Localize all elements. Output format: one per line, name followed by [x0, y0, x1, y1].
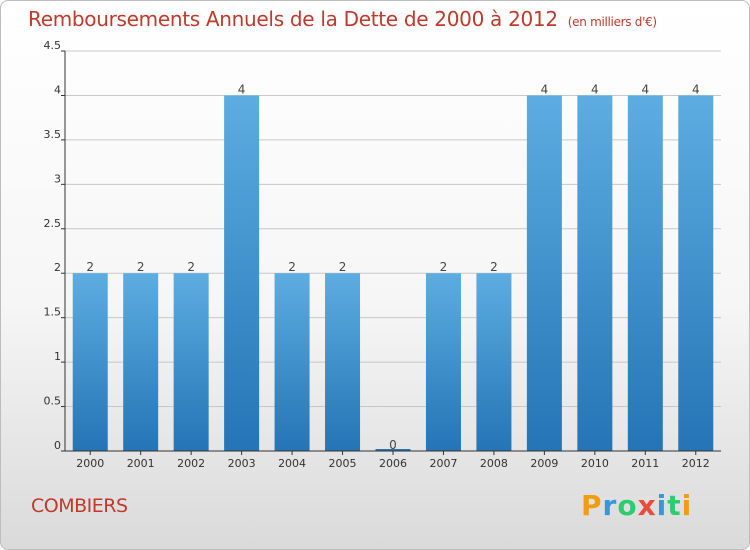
bar-2005 [325, 273, 361, 451]
x-tick-label: 2007 [429, 457, 457, 470]
bar-2002 [173, 273, 209, 451]
logo-letter: o [617, 489, 638, 522]
bar-2007 [425, 273, 461, 451]
logo-letter: t [667, 489, 682, 522]
bar-2011 [627, 95, 663, 451]
bar-2009 [526, 95, 562, 451]
logo-letter: i [681, 489, 693, 522]
bar-2001 [123, 273, 159, 451]
bar-2003 [224, 95, 260, 451]
x-tick-label: 2005 [329, 457, 357, 470]
data-label-2004: 2 [288, 260, 296, 274]
x-tick-label: 2008 [480, 457, 508, 470]
data-label-2012: 4 [692, 82, 700, 96]
commune-name: COMBIERS [31, 495, 128, 517]
data-label-2009: 4 [541, 82, 549, 96]
data-label-2002: 2 [187, 260, 195, 274]
y-tick-label: 2.5 [44, 217, 62, 230]
logo-letter: P [581, 489, 603, 522]
logo-letter: x [637, 489, 657, 522]
x-tick-label: 2001 [127, 457, 155, 470]
data-label-2011: 4 [641, 82, 649, 96]
y-tick-label: 3.5 [44, 128, 62, 141]
x-tick-label: 2009 [530, 457, 558, 470]
y-tick-label: 4 [54, 83, 61, 96]
x-tick-label: 2011 [631, 457, 659, 470]
bar-2012 [678, 95, 714, 451]
data-label-2007: 2 [440, 260, 448, 274]
data-label-2000: 2 [86, 260, 94, 274]
x-tick-label: 2002 [177, 457, 205, 470]
logo-letter: r [602, 489, 618, 522]
y-tick-label: 3 [54, 172, 61, 185]
data-label-2001: 2 [137, 260, 145, 274]
data-label-2010: 4 [591, 82, 599, 96]
x-tick-label: 2012 [682, 457, 710, 470]
y-tick-label: 0.5 [44, 395, 62, 408]
chart-subtitle: (en milliers d'€) [567, 15, 657, 29]
data-label-2008: 2 [490, 260, 498, 274]
y-tick-label: 4.5 [44, 39, 62, 52]
x-tick-label: 2004 [278, 457, 306, 470]
proxiti-logo: Proxiti [581, 489, 692, 522]
data-label-2006: 0 [389, 438, 397, 452]
y-tick-label: 2 [54, 261, 61, 274]
bar-2004 [274, 273, 310, 451]
bar-2010 [577, 95, 613, 451]
x-tick-label: 2006 [379, 457, 407, 470]
chart-title-text: Remboursements Annuels de la Dette de 20… [28, 7, 558, 31]
y-tick-label: 1.5 [44, 306, 62, 319]
logo-letter: i [656, 489, 668, 522]
bar-2000 [72, 273, 108, 451]
x-tick-label: 2000 [76, 457, 104, 470]
y-tick-label: 0 [54, 439, 61, 452]
bar-2008 [476, 273, 512, 451]
x-tick-label: 2010 [581, 457, 609, 470]
y-tick-label: 1 [54, 350, 61, 363]
data-label-2005: 2 [339, 260, 347, 274]
chart-title: Remboursements Annuels de la Dette de 20… [28, 7, 657, 31]
x-tick-label: 2003 [228, 457, 256, 470]
data-label-2003: 4 [238, 82, 246, 96]
